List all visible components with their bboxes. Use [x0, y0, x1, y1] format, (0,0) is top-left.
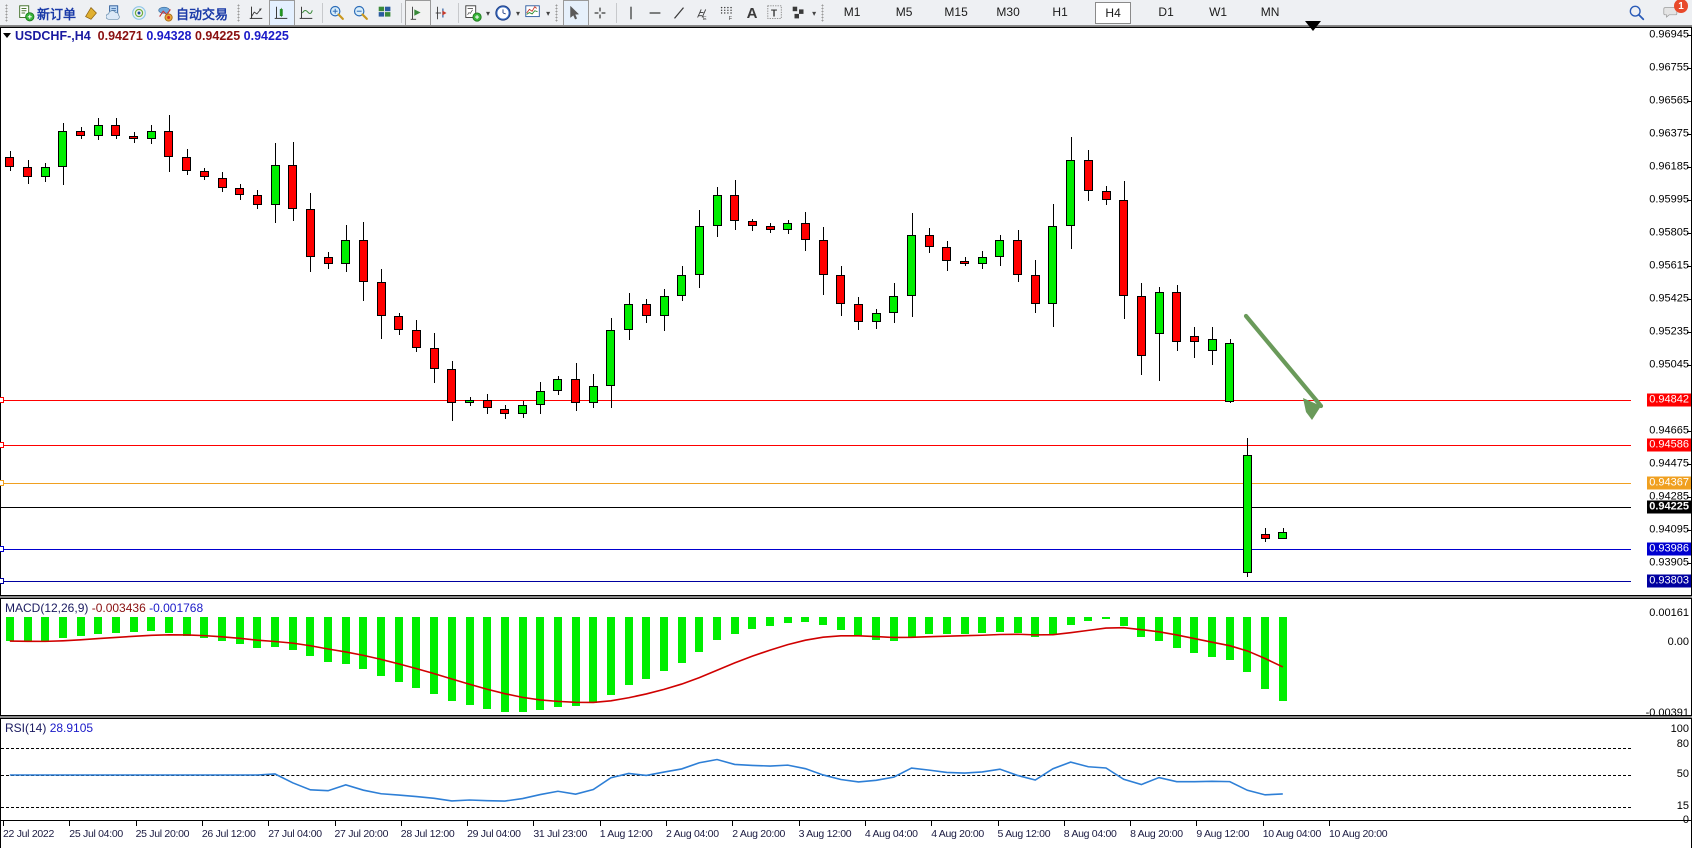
svg-text:T: T — [771, 9, 777, 20]
svg-text:E: E — [703, 16, 707, 22]
svg-text:F: F — [729, 16, 733, 22]
